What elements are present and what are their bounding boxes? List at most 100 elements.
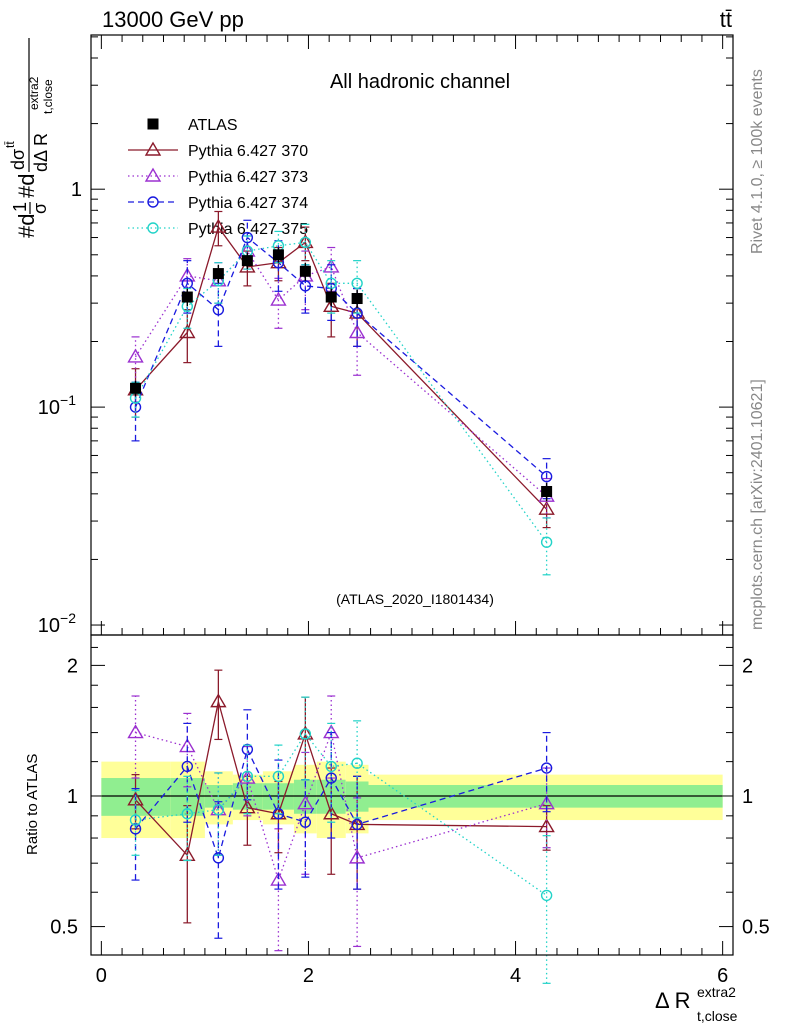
data-point xyxy=(127,724,144,739)
data-point xyxy=(241,231,254,244)
y-title-sigma: σ xyxy=(30,203,50,214)
data-point xyxy=(297,795,314,810)
legend-marker xyxy=(147,118,159,130)
atlas-point xyxy=(130,382,142,394)
series-line xyxy=(135,225,548,510)
legend-item: Pythia 6.427 370 xyxy=(128,141,308,160)
y-title-frac1: 1 xyxy=(10,202,30,212)
data-point xyxy=(181,760,194,773)
y-title-denom: dΔ R xyxy=(31,133,51,172)
data-point xyxy=(299,816,312,828)
data-point xyxy=(325,760,337,773)
mcplots-note: mcplots.cern.ch [arXiv:2401.10621] xyxy=(749,379,766,630)
data-point xyxy=(348,849,366,864)
svg-text:#d: #d xyxy=(14,214,39,238)
plot-title: All hadronic channel xyxy=(330,71,510,93)
data-point xyxy=(351,757,363,769)
legend-marker xyxy=(144,141,162,156)
data-point xyxy=(212,852,225,864)
y-title-sub: t,close xyxy=(41,79,55,114)
legend-label: Pythia 6.427 374 xyxy=(188,195,308,212)
data-point xyxy=(181,808,194,820)
data-point xyxy=(325,277,337,289)
atlas-point xyxy=(299,265,311,277)
legend-label: ATLAS xyxy=(188,117,238,134)
atlas-point xyxy=(541,485,553,497)
y-tick-label-ratio-left: 0.5 xyxy=(50,917,78,939)
legend-item: Pythia 6.427 373 xyxy=(128,167,308,186)
x-title-sub: t,close xyxy=(697,1008,738,1024)
atlas-point xyxy=(272,249,284,261)
data-point xyxy=(272,770,285,783)
data-point xyxy=(212,803,225,816)
ratio-frame xyxy=(90,634,734,956)
x-tick-label: 0 xyxy=(96,965,107,987)
data-point xyxy=(348,324,366,339)
data-point xyxy=(129,814,142,826)
y-title-sup-tt: tt̄ xyxy=(3,141,17,148)
series-line xyxy=(134,250,548,497)
data-point xyxy=(540,889,553,902)
y-tick-label-ratio-right: 2 xyxy=(742,655,753,677)
y-tick-label-main: 1 xyxy=(71,179,82,201)
legend-label: Pythia 6.427 370 xyxy=(188,143,308,160)
legend-label: Pythia 6.427 373 xyxy=(188,169,308,186)
legend-item: ATLAS xyxy=(147,117,238,134)
series-line xyxy=(135,730,547,883)
y-axis-title-main: #d 1 σ #d dσ tt̄ dΔ R t,close extra2 xyxy=(3,38,55,238)
atlas-point xyxy=(351,293,363,305)
rivet-note: Rivet 4.1.0, ≥ 100k events xyxy=(749,69,766,254)
legend-item: Pythia 6.427 374 xyxy=(128,195,308,212)
x-title-main: Δ R xyxy=(655,988,690,1013)
series-line xyxy=(134,241,548,543)
atlas-point xyxy=(241,255,253,267)
x-tick-label: 6 xyxy=(717,965,728,987)
y-tick-label-ratio-right: 0.5 xyxy=(742,917,770,939)
data-point xyxy=(241,770,254,783)
data-point xyxy=(210,218,227,233)
ratio-data xyxy=(127,669,555,984)
y-tick-label-ratio-left: 2 xyxy=(67,655,78,677)
data-point xyxy=(129,823,142,835)
data-point xyxy=(540,536,553,548)
analysis-id: (ATLAS_2020_I1801434) xyxy=(336,591,494,607)
y-title-mid: #d xyxy=(14,174,39,198)
data-point xyxy=(239,769,256,784)
data-point xyxy=(179,324,196,339)
y-tick-label-ratio-right: 1 xyxy=(742,786,753,808)
data-point xyxy=(212,303,225,316)
main-panel: 10−2 10−1 1 xyxy=(38,36,733,637)
series-line xyxy=(134,236,548,478)
y-title-prefix: #d xyxy=(14,214,39,238)
data-point xyxy=(538,818,555,833)
legend-marker xyxy=(144,167,162,182)
data-point xyxy=(299,728,312,740)
x-tick-label: 2 xyxy=(303,965,314,987)
atlas-point xyxy=(325,291,337,303)
data-point xyxy=(270,291,287,306)
data-point xyxy=(299,236,312,249)
data-point xyxy=(323,805,340,820)
atlas-point xyxy=(181,291,193,303)
data-point xyxy=(351,818,363,831)
data-point xyxy=(540,762,553,774)
y-title-sup: extra2 xyxy=(27,76,41,110)
data-point xyxy=(323,297,340,313)
y-tick-label-ratio-left: 1 xyxy=(67,786,78,808)
data-point xyxy=(538,500,555,515)
frames xyxy=(90,34,734,956)
ratio-bands xyxy=(101,761,723,839)
data-point xyxy=(351,277,363,289)
legend-marker xyxy=(147,196,159,208)
y-tick-label-main: 10−2 xyxy=(38,610,76,637)
y-title-dsigma: dσ xyxy=(8,149,28,170)
x-tick-label: 4 xyxy=(510,965,521,987)
y-tick-label-main: 10−1 xyxy=(38,392,76,419)
data-point xyxy=(299,280,312,292)
data-point xyxy=(325,772,337,784)
x-axis-title: Δ R t,close extra2 xyxy=(655,984,738,1024)
data-point xyxy=(540,470,553,483)
atlas-point xyxy=(212,268,224,280)
process-label: tt̄ xyxy=(720,7,732,32)
